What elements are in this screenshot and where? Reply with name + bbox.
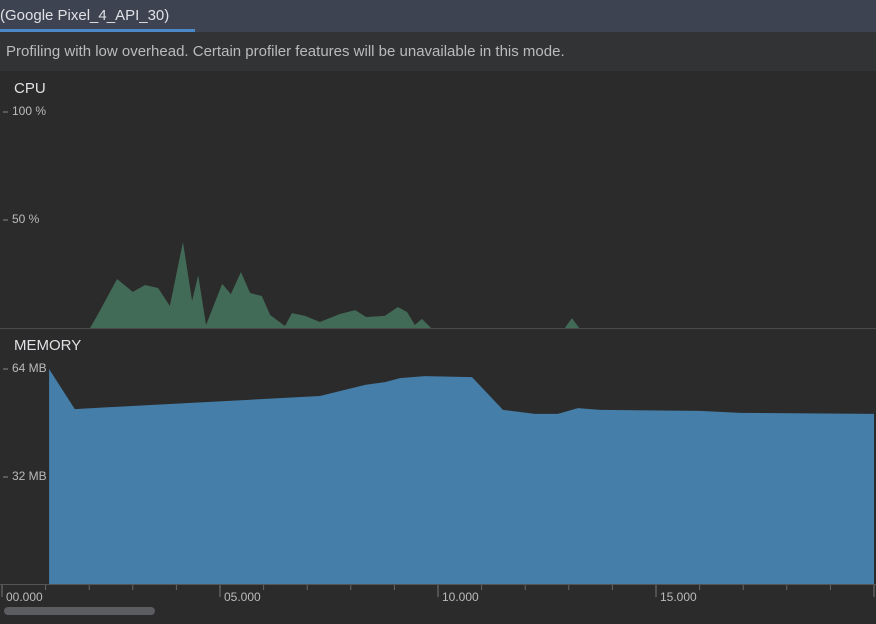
banner (0, 32, 876, 71)
scrollbar[interactable] (4, 607, 155, 615)
tab-underline (0, 29, 195, 32)
tab-bar (0, 0, 876, 32)
x-tick-label: 00.000 (6, 590, 43, 604)
area (49, 369, 874, 584)
tab-title[interactable]: (Google Pixel_4_API_30) (0, 7, 169, 24)
y-tick-label: 64 MB (12, 361, 47, 375)
x-tick-label: 10.000 (442, 590, 479, 604)
y-tick-label: 32 MB (12, 469, 47, 483)
cpu-title: CPU (14, 80, 46, 97)
area (90, 242, 580, 328)
memory-title: MEMORY (14, 337, 81, 354)
y-tick-label: 100 % (12, 104, 46, 118)
x-tick-label: 05.000 (224, 590, 261, 604)
cpu-panel (0, 71, 876, 328)
y-tick-label: 50 % (12, 212, 40, 226)
x-tick-label: 15.000 (660, 590, 697, 604)
banner-text: Profiling with low overhead. Certain pro… (6, 43, 565, 60)
